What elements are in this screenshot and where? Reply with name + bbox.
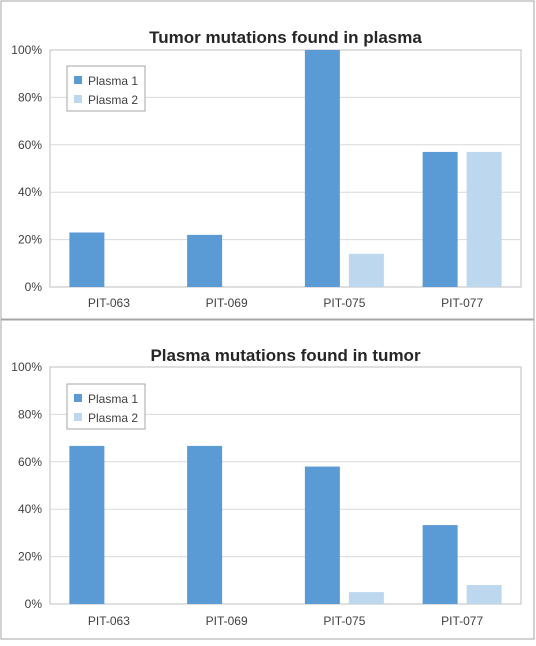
bar-plasma-1 xyxy=(304,466,340,604)
chart-panel-bottom: 0% 20% 40% 60% 80% 100% PIT-063 PIT-069 PIT-075 P… xyxy=(0,319,535,640)
legend-box xyxy=(66,383,146,430)
chart-title: Plasma mutations found in tumor xyxy=(150,346,421,365)
bar-plasma-2 xyxy=(348,592,384,604)
x-tick-label: PIT-063 xyxy=(88,614,130,628)
x-tick-label: PIT-069 xyxy=(206,296,248,310)
x-tick-label: PIT-063 xyxy=(88,296,130,310)
y-tick-label: 60% xyxy=(18,138,42,152)
legend-swatch xyxy=(74,394,82,402)
bar-plasma-1 xyxy=(304,50,340,287)
legend-box xyxy=(66,65,146,112)
x-tick-label: PIT-077 xyxy=(441,296,483,310)
legend-label: Plasma 1 xyxy=(88,74,138,88)
bar-plasma-2 xyxy=(466,151,502,287)
legend-swatch xyxy=(74,95,82,103)
legend-label: Plasma 2 xyxy=(88,93,138,107)
bar-plasma-1 xyxy=(422,525,458,604)
x-tick-label: PIT-069 xyxy=(206,614,248,628)
chart-title: Tumor mutations found in plasma xyxy=(149,28,422,47)
bar-plasma-2 xyxy=(348,253,384,287)
x-tick-label: PIT-075 xyxy=(323,296,365,310)
y-tick-label: 80% xyxy=(18,407,42,421)
legend-label: Plasma 1 xyxy=(88,392,138,406)
y-tick-label: 60% xyxy=(18,455,42,469)
bar-plasma-1 xyxy=(69,232,105,287)
bar-plasma-2 xyxy=(466,585,502,604)
bar-plasma-1 xyxy=(187,445,223,604)
y-tick-label: 0% xyxy=(25,280,43,294)
y-tick-label: 80% xyxy=(18,90,42,104)
y-tick-label: 100% xyxy=(11,360,42,374)
bar-plasma-1 xyxy=(69,445,105,604)
legend-swatch xyxy=(74,413,82,421)
y-tick-label: 20% xyxy=(18,550,42,564)
y-tick-label: 40% xyxy=(18,502,42,516)
y-tick-label: 0% xyxy=(25,597,43,611)
y-tick-label: 100% xyxy=(11,43,42,57)
chart-panel-top: 0% 20% 40% 60% 80% 100% PIT-063 PIT-069 PIT-075 P… xyxy=(0,0,535,320)
legend-swatch xyxy=(74,76,82,84)
x-tick-label: PIT-077 xyxy=(441,614,483,628)
bar-plasma-1 xyxy=(422,151,458,287)
legend-label: Plasma 2 xyxy=(88,411,138,425)
x-tick-label: PIT-075 xyxy=(323,614,365,628)
bar-plasma-1 xyxy=(187,234,223,287)
y-tick-label: 20% xyxy=(18,233,42,247)
y-tick-label: 40% xyxy=(18,185,42,199)
